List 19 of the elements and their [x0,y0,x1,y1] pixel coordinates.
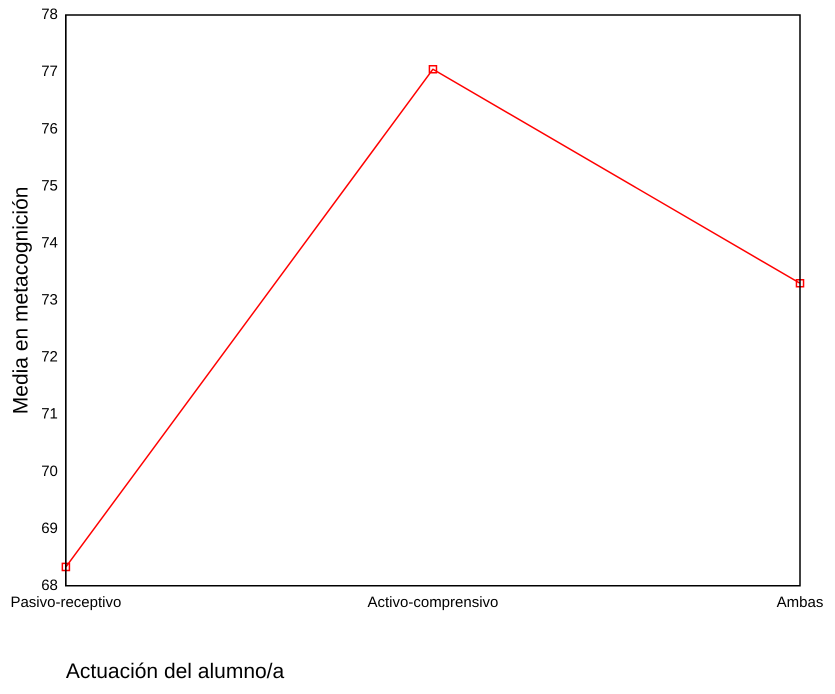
y-tick-label: 71 [41,406,58,423]
point [62,562,70,572]
y-tick-label: 70 [41,462,58,480]
y-tick-label: 78 [41,6,58,24]
y-tick-label: 76 [41,120,58,138]
x-tick-label: Activo-comprensivo [367,594,498,611]
y-tick-label: 77 [41,63,58,80]
y-tick-label: 74 [41,234,58,252]
point [428,64,438,74]
y-tick-label: 69 [41,520,58,537]
y-tick-label: 68 [41,576,58,594]
y-tick-label: 72 [41,348,58,366]
x-tick-label: Ambas [776,594,824,611]
x-tick-label: Pasivo-receptivo [10,594,122,611]
y-tick-label: 75 [41,177,58,194]
y-axis-title: Media en metacognición [9,186,32,414]
x-axis-title: Actuación del alumno/a [66,660,285,684]
y-tick-label: 73 [41,292,58,309]
point [796,278,804,288]
